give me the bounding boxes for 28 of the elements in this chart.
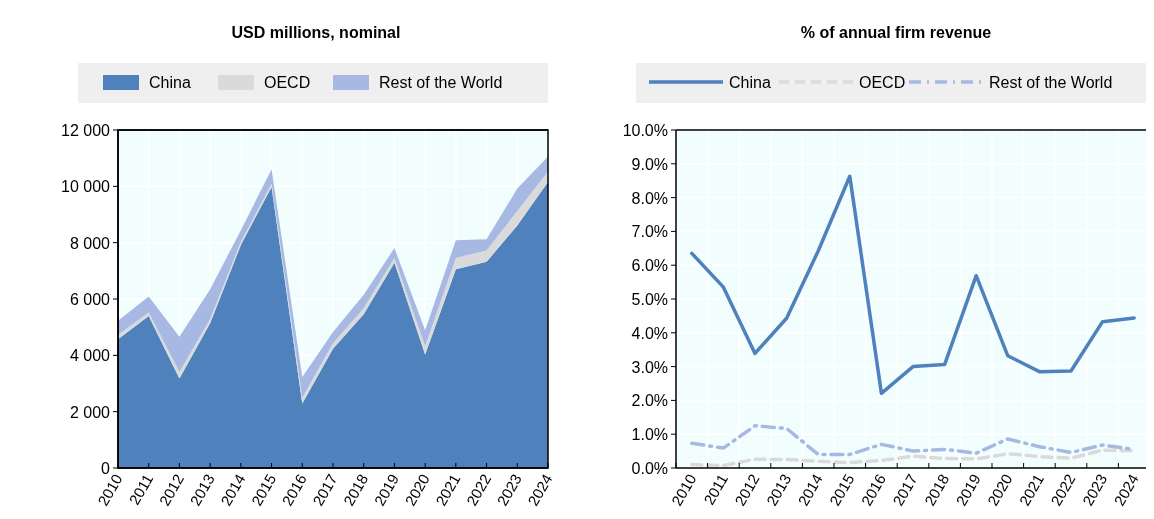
legend-label: China bbox=[729, 74, 771, 91]
y-tick-label: 2 000 bbox=[69, 403, 111, 421]
legend-label: China bbox=[149, 74, 191, 91]
chart-title: % of annual firm revenue bbox=[800, 24, 992, 41]
chart-title: USD millions, nominal bbox=[231, 24, 401, 41]
y-tick-label: 8.0% bbox=[631, 189, 668, 207]
line-series bbox=[690, 174, 1136, 396]
y-tick-label: 4.0% bbox=[631, 324, 668, 342]
y-tick-label: 4 000 bbox=[69, 347, 111, 365]
y-tick-label: 3.0% bbox=[631, 358, 668, 376]
y-tick-label: 8 000 bbox=[69, 234, 111, 252]
y-tick-label: 0 bbox=[101, 460, 111, 477]
y-tick-label: 9.0% bbox=[631, 155, 668, 173]
y-tick-label: 12 000 bbox=[61, 122, 111, 139]
y-tick-label: 1.0% bbox=[631, 426, 668, 444]
y-tick-label: 10.0% bbox=[622, 122, 668, 139]
legend-label: Rest of the World bbox=[379, 74, 503, 91]
y-tick-label: 6.0% bbox=[631, 257, 668, 275]
line-series bbox=[690, 448, 1136, 468]
y-tick-label: 6 000 bbox=[69, 291, 111, 308]
y-tick-label: 7.0% bbox=[631, 223, 668, 241]
y-tick-label: 2.0% bbox=[631, 392, 668, 410]
legend-label: Rest of the World bbox=[989, 74, 1113, 91]
legend-label: OECD bbox=[264, 74, 311, 91]
y-tick-label: 10 000 bbox=[61, 178, 111, 196]
y-tick-label: 5.0% bbox=[631, 291, 668, 308]
y-tick-label: 0.0% bbox=[631, 460, 668, 477]
legend-label: OECD bbox=[859, 74, 906, 91]
